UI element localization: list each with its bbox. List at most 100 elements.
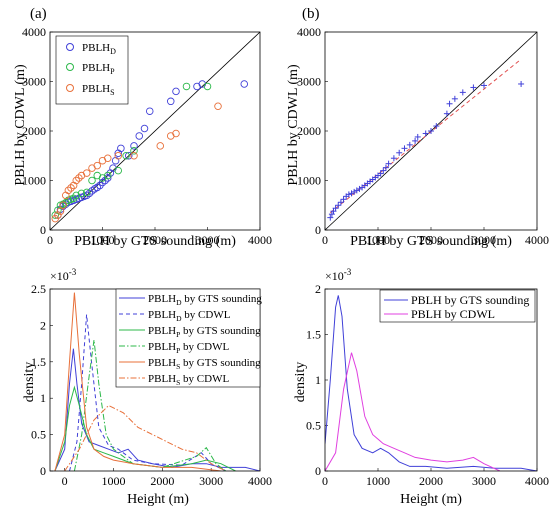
data-point [122, 151, 130, 160]
x-tick-label: 3000 [472, 233, 496, 247]
data-point [114, 151, 122, 160]
data-point [240, 80, 248, 88]
data-point [337, 199, 344, 206]
data-point [93, 183, 101, 192]
panel-a-frame [49, 31, 261, 231]
panel-c-ylabel: density [22, 362, 37, 402]
data-point [103, 154, 112, 162]
data-point [93, 161, 101, 170]
y-tick-label: 0.5 [306, 419, 321, 433]
x-tick-label: 2000 [143, 233, 167, 247]
y-tick-label: 0 [315, 223, 321, 237]
data-point [75, 174, 83, 182]
panel-c-exponent: ×10-3 [50, 267, 77, 283]
data-point [130, 142, 138, 150]
x-tick-label: 3000 [196, 233, 220, 247]
data-point [332, 205, 339, 212]
data-point [401, 145, 408, 152]
legend-entry: PBLHD by CDWL [148, 309, 231, 323]
data-point [182, 82, 191, 91]
panel-a: (a) PBLH by CDWL (m) PBLH by GTS soundin… [13, 6, 272, 249]
data-point [328, 211, 335, 218]
data-point [82, 188, 91, 197]
legend-entry: PBLHS by GTS sounding [148, 357, 261, 371]
data-point [67, 184, 75, 192]
y-tick-label: 0 [315, 464, 321, 478]
data-point [327, 214, 334, 221]
panel-b: (b) PBLH by CDWL (m) PBLH by GTS soundin… [286, 6, 549, 249]
x-tick-label: 1000 [366, 474, 390, 488]
y-tick-label: 2000 [22, 124, 46, 138]
data-point [124, 151, 133, 160]
panel-d: density Height (m) ×10-3 0 1000 2000 3000 40… [293, 267, 549, 507]
x-tick-label: 0 [322, 474, 328, 488]
y-tick-label: 0 [40, 464, 46, 478]
panel-c-xlabel: Height (m) [127, 492, 189, 507]
x-tick-label: 4000 [248, 233, 272, 247]
y-tick-label: 4000 [297, 25, 321, 39]
data-point [214, 102, 222, 110]
panel-a-ylabel: PBLH by CDWL (m) [13, 64, 28, 186]
data-point [446, 100, 453, 107]
panel-b-marks [324, 31, 538, 231]
panel-d-legend-cdwl: PBLH by CDWL [411, 307, 495, 321]
data-point [156, 142, 164, 150]
x-tick-label: 3000 [472, 474, 496, 488]
panel-c-legend-entries: PBLHD by GTS sounding PBLHD by CDWL PBLHP … [119, 293, 262, 387]
y-tick-label: 0 [40, 223, 46, 237]
panel-d-exponent: ×10-3 [325, 267, 352, 283]
data-point [380, 167, 387, 174]
data-point [412, 137, 419, 144]
data-point [145, 107, 154, 115]
data-point [396, 149, 403, 156]
series-line [69, 314, 227, 471]
panel-a-label: (a) [30, 6, 47, 22]
data-point [433, 123, 440, 130]
series-line [54, 385, 236, 471]
data-point [82, 169, 91, 177]
data-point [130, 147, 138, 155]
series-line [54, 292, 221, 471]
data-point [356, 185, 363, 192]
panel-d-ylabel: density [293, 362, 308, 402]
data-point [377, 170, 384, 177]
data-point [345, 191, 352, 198]
data-point [114, 166, 122, 175]
y-tick-label: 2 [40, 318, 46, 332]
data-point [135, 132, 143, 140]
panel-c-marks [54, 292, 260, 471]
panel-b-label: (b) [302, 6, 320, 22]
legend-entry-s: PBLHS [82, 83, 115, 97]
data-point [353, 187, 360, 194]
legend-marker-p [66, 63, 74, 71]
data-point [172, 87, 180, 96]
data-point [103, 171, 112, 180]
data-point [443, 110, 450, 117]
data-point [82, 191, 91, 200]
panel-b-ylabel: PBLH by CDWL (m) [286, 64, 301, 186]
panel-a-legend: PBLHD PBLHP PBLHS [55, 35, 129, 105]
y-tick-label: 0.5 [31, 428, 46, 442]
data-point [140, 124, 149, 133]
x-tick-label: 2000 [419, 233, 443, 247]
x-tick-label: 2000 [419, 474, 443, 488]
data-point [117, 144, 125, 153]
y-tick-label: 1000 [297, 174, 321, 188]
data-point [406, 141, 413, 148]
y-tick-label: 2000 [297, 124, 321, 138]
panel-d-frame [324, 288, 538, 472]
data-point [382, 164, 389, 171]
data-point [335, 202, 342, 209]
data-point [62, 199, 70, 207]
panel-c-ticks: 0 1000 2000 3000 4000 0 0.5 1 1.5 2 2.5 [31, 282, 272, 488]
legend-entry: PBLHD by GTS sounding [148, 293, 262, 307]
data-point [428, 128, 434, 134]
series-line [325, 295, 537, 471]
x-tick-label: 0 [47, 233, 53, 247]
data-point [459, 89, 466, 96]
data-point [422, 130, 429, 137]
y-tick-label: 1 [40, 391, 46, 405]
panel-d-xlabel: Height (m) [400, 492, 462, 507]
y-tick-label: 2.5 [31, 282, 46, 296]
